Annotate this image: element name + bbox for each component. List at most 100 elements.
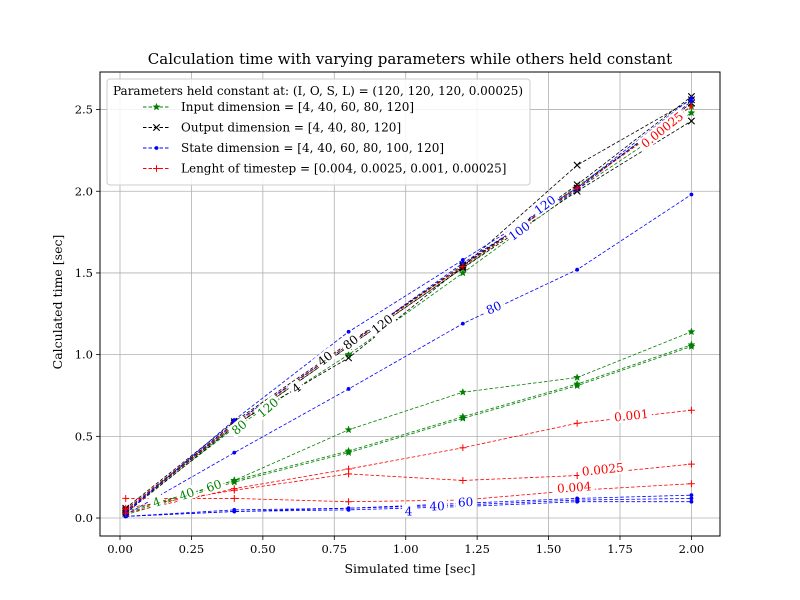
inline-label: 60	[458, 495, 474, 510]
data-point-lenght-of-timestep-0p001	[230, 485, 238, 493]
legend-entry-label: Output dimension = [4, 40, 80, 120]	[181, 121, 401, 135]
x-tick-label: 1.25	[464, 542, 490, 556]
y-tick-label: 0.0	[75, 511, 93, 525]
data-point-lenght-of-timestep-0p00025	[573, 184, 581, 192]
inline-label: 4	[405, 504, 413, 518]
chart-title: Calculation time with varying parameters…	[148, 50, 672, 68]
data-point-input-dimension-80	[687, 108, 696, 117]
data-point-state-dimension-100	[689, 96, 694, 101]
data-point-lenght-of-timestep-0p00025	[688, 102, 695, 110]
data-point-lenght-of-timestep-0p004	[230, 495, 238, 502]
legend: Parameters held constant at: (I, O, S, L…	[106, 78, 531, 186]
inline-label-background	[402, 504, 416, 518]
series-line-lenght-of-timestep-0p001	[125, 409, 692, 514]
data-point-state-dimension-60	[232, 507, 237, 512]
plot-frame	[99, 71, 721, 537]
inline-label-group: 0.0025	[578, 460, 628, 479]
y-axis-label: Calculated time [sec]	[50, 235, 65, 370]
data-point-state-dimension-100	[232, 418, 237, 422]
y-tick-label: 1.0	[75, 348, 93, 362]
data-point-input-dimension-60	[687, 327, 696, 336]
inline-label-background	[287, 378, 306, 397]
inline-label-background	[202, 476, 226, 496]
data-point-state-dimension-60	[346, 506, 351, 511]
x-tick-label: 0.50	[250, 542, 276, 556]
inline-label-group: 60	[455, 494, 476, 510]
series-line-state-dimension-60	[125, 494, 692, 517]
data-point-output-dimension-4	[687, 117, 696, 125]
x-axis-label: Simulated time [sec]	[344, 561, 475, 576]
inline-label-group: 40	[174, 484, 199, 504]
series-line-output-dimension-40	[125, 99, 692, 512]
inline-label-group: 4	[148, 493, 165, 511]
series-line-state-dimension-100	[125, 97, 692, 514]
data-point-state-dimension-4	[689, 499, 694, 504]
inline-label-background	[610, 406, 653, 424]
legend-marker	[153, 165, 160, 172]
data-point-state-dimension-60	[689, 493, 694, 498]
data-point-input-dimension-40	[687, 340, 696, 349]
y-tick-label: 2.5	[75, 103, 93, 117]
series-line-input-dimension-80	[125, 112, 692, 512]
data-point-state-dimension-80	[346, 387, 351, 391]
inline-label-background	[338, 330, 363, 354]
data-point-state-dimension-80	[575, 267, 580, 272]
data-point-input-dimension-40	[458, 412, 467, 421]
inline-label-background	[148, 493, 165, 511]
legend-marker	[152, 102, 161, 111]
inline-label-background	[426, 499, 448, 513]
inline-label-background	[504, 217, 534, 245]
y-tick-label: 0.5	[75, 429, 93, 443]
data-point-lenght-of-timestep-0p001	[459, 444, 467, 452]
data-point-lenght-of-timestep-0p004	[688, 480, 695, 488]
inline-label-background	[174, 484, 199, 504]
legend-entry-label: Input dimension = [4, 40, 60, 80, 120]	[181, 100, 414, 114]
data-point-state-dimension-40	[689, 496, 694, 501]
x-tick-label: 1.00	[393, 542, 419, 556]
inline-label-background	[227, 415, 251, 439]
inline-label-group: 40	[426, 499, 448, 514]
axis-ticks: 0.00 0.25 0.50 0.75 1.00 1.25 1.50 1.75 2.000.00…	[75, 103, 705, 556]
data-point-input-dimension-60	[230, 476, 239, 484]
inline-label-background	[455, 494, 476, 509]
data-point-input-dimension-60	[344, 425, 353, 434]
x-tick-label: 2.00	[679, 542, 705, 556]
inline-label-group: 4	[402, 504, 416, 518]
inline-label-background	[367, 310, 397, 338]
inline-label: 40	[429, 499, 445, 514]
y-tick-label: 2.0	[75, 184, 93, 198]
data-point-input-dimension-40	[344, 446, 353, 455]
inline-label: 80	[484, 298, 504, 317]
legend-entry-label: Lenght of timestep = [0.004, 0.0025, 0.0…	[181, 162, 506, 176]
inline-label: 0.004	[557, 479, 593, 495]
series-line-lenght-of-timestep-0p004	[125, 483, 692, 503]
series-line-state-dimension-40	[125, 498, 692, 517]
data-point-lenght-of-timestep-0p001	[688, 406, 695, 414]
inline-label-group: 4	[287, 378, 306, 397]
data-point-lenght-of-timestep-0p001	[345, 465, 352, 473]
inline-label: 0.001	[613, 407, 649, 425]
data-point-state-dimension-80	[232, 450, 237, 455]
data-point-lenght-of-timestep-0p00025	[459, 263, 467, 270]
data-point-state-dimension-100	[460, 257, 465, 262]
series-line-output-dimension-4	[125, 120, 692, 514]
data-point-output-dimension-40	[573, 161, 581, 169]
inline-label-background	[481, 297, 506, 318]
data-point-input-dimension-80	[344, 350, 353, 359]
legend-title: Parameters held constant at: (I, O, S, L…	[113, 84, 523, 98]
data-point-input-dimension-80	[458, 268, 467, 277]
x-tick-label: 1.50	[536, 542, 562, 556]
data-point-lenght-of-timestep-0p001	[573, 419, 581, 427]
data-point-lenght-of-timestep-0p00025	[122, 506, 130, 514]
inline-label: 0.0025	[581, 460, 624, 478]
data-point-lenght-of-timestep-0p0025	[688, 460, 695, 468]
data-point-state-dimension-120	[689, 99, 694, 104]
inline-label-group: 60	[202, 476, 226, 496]
legend-box	[106, 78, 531, 186]
series-line-output-dimension-120	[125, 96, 692, 509]
inline-label-background	[553, 479, 596, 496]
series-line-lenght-of-timestep-0p00025	[125, 105, 692, 511]
legend-entry-label: State dimension = [4, 40, 60, 80, 100, 1…	[181, 141, 444, 155]
inline-label-background	[530, 191, 560, 218]
